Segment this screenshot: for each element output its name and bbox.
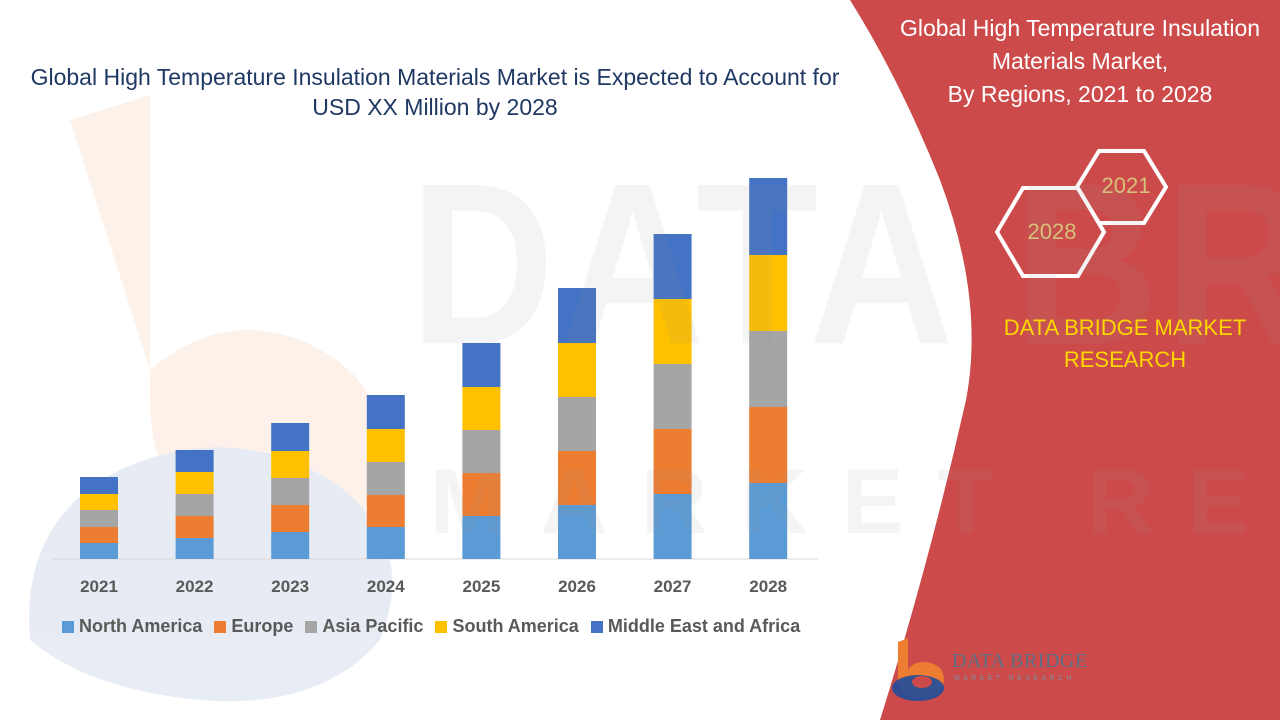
bar-2022-north-america [175, 538, 214, 559]
bar-2025-middle-east-and-africa [462, 343, 501, 387]
x-tick-label: 2022 [176, 577, 214, 596]
bar-2024-europe [366, 495, 405, 527]
chart-legend: North America Europe Asia Pacific South Ame… [62, 616, 800, 637]
bar-2028-middle-east-and-africa [749, 178, 788, 255]
bar-2026-middle-east-and-africa [558, 288, 596, 343]
data-bridge-logo-icon [892, 638, 944, 701]
bar-2023-asia-pacific [271, 478, 310, 505]
panel-title-line-1: Global High Temperature Insulation [899, 15, 1261, 41]
bar-2025-europe [462, 473, 501, 516]
bar-2026-south-america [558, 343, 596, 397]
bar-2021-europe [80, 527, 118, 543]
legend-item: Middle East and Africa [590, 616, 801, 637]
bar-2028-asia-pacific [749, 331, 788, 407]
legend-label: North America [79, 616, 203, 636]
bar-2028-europe [749, 407, 788, 483]
bar-2026-europe [558, 451, 596, 505]
bar-2024-asia-pacific [366, 462, 405, 495]
bar-2023-middle-east-and-africa [271, 423, 310, 451]
bar-2026-north-america [558, 505, 596, 559]
x-tick-label: 2027 [654, 577, 692, 596]
x-tick-labels: 2021 2022 2023 2024 2025 2026 2027 2028 [80, 577, 787, 596]
bar-2025-north-america [462, 516, 501, 559]
bar-2022-south-america [175, 472, 214, 494]
hexagon-label-2021: 2021 [1101, 173, 1151, 198]
brand-name: DATA BRIDGE MARKET RESEARCH [975, 312, 1275, 376]
bar-2024-south-america [366, 429, 405, 462]
legend-item: Asia Pacific [305, 616, 423, 637]
bar-2025-south-america [462, 387, 501, 430]
legend-item: North America [62, 616, 202, 637]
bar-2023-europe [271, 505, 310, 532]
bars-group [80, 178, 788, 559]
brand-name-line-1: DATA BRIDGE MARKET [1003, 315, 1247, 340]
logo-tagline: MARKET RESEARCH [954, 675, 1075, 682]
watermark-logo-icon [29, 95, 393, 702]
hexagon-2028-icon [994, 186, 1107, 278]
hexagon-label-2028: 2028 [1027, 219, 1077, 244]
legend-swatch [62, 620, 74, 633]
watermark-title: DATA BRIDGE [410, 136, 1280, 393]
bar-2022-middle-east-and-africa [175, 450, 214, 472]
legend-label: Middle East and Africa [607, 616, 801, 636]
bar-2028-south-america [749, 255, 788, 331]
legend-label: Europe [231, 616, 294, 636]
bar-2027-europe [653, 429, 692, 494]
bar-2021-north-america [80, 543, 118, 559]
bar-2027-middle-east-and-africa [653, 234, 692, 299]
bar-2024-north-america [366, 527, 405, 559]
bar-2024-middle-east-and-africa [366, 395, 405, 429]
x-tick-label: 2023 [271, 577, 309, 596]
legend-swatch [435, 620, 448, 633]
bar-2027-north-america [653, 494, 692, 559]
legend-item: South America [435, 616, 579, 637]
bar-2021-south-america [80, 494, 118, 510]
logo-name: DATA BRIDGE [952, 650, 1088, 672]
legend-item: Europe [214, 616, 293, 637]
chart-title: Global High Temperature Insulation Mater… [30, 64, 840, 120]
bar-2021-middle-east-and-africa [80, 477, 118, 494]
bar-2027-asia-pacific [653, 364, 692, 429]
legend-label: South America [452, 616, 579, 636]
legend-swatch [305, 620, 318, 633]
panel-title-line-2: Materials Market, [991, 48, 1169, 74]
legend-swatch [214, 620, 227, 633]
panel-title-line-3: By Regions, 2021 to 2028 [947, 81, 1213, 107]
brand-name-line-2: RESEARCH [1063, 347, 1187, 372]
x-tick-label: 2026 [558, 577, 596, 596]
bar-2025-asia-pacific [462, 430, 501, 473]
bar-2022-europe [175, 516, 214, 538]
legend-swatch [590, 620, 603, 633]
bar-2027-south-america [653, 299, 692, 364]
legend-label: Asia Pacific [322, 616, 424, 636]
bar-2026-asia-pacific [558, 397, 596, 451]
right-panel-background [850, 0, 1280, 720]
panel-title: Global High Temperature Insulation Mater… [880, 12, 1280, 111]
bar-2023-south-america [271, 451, 310, 478]
x-tick-label: 2021 [80, 577, 118, 596]
bar-2022-asia-pacific [175, 494, 214, 516]
watermark-subtitle: MARKET RESEARCH [430, 451, 1280, 553]
x-tick-label: 2025 [462, 577, 500, 596]
x-tick-label: 2028 [749, 577, 787, 596]
bar-2028-north-america [749, 483, 788, 559]
x-tick-label: 2024 [367, 577, 405, 596]
bar-2023-north-america [271, 532, 310, 559]
bar-2021-asia-pacific [80, 510, 118, 527]
